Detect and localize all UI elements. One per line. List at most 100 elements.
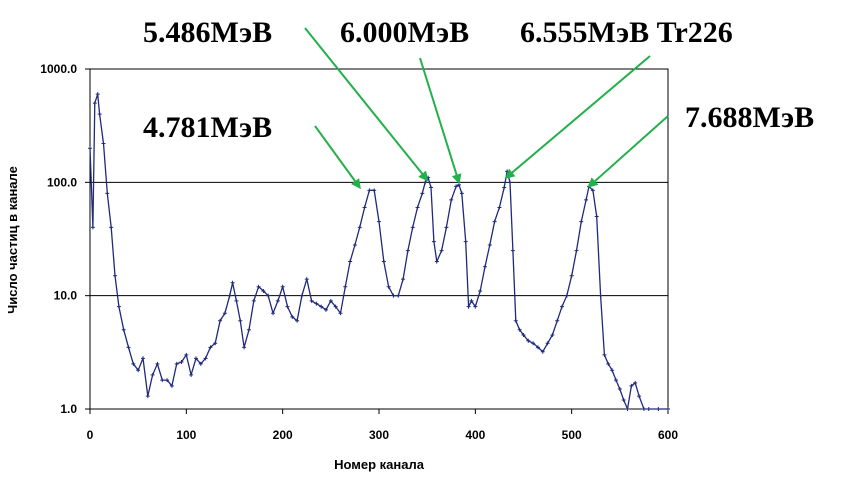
data-point [145,394,150,399]
data-point [405,248,410,253]
data-point [222,311,227,316]
data-point [637,394,642,399]
data-point [646,407,651,411]
y-tick-label: 10.0 [54,289,78,303]
data-point [105,191,110,196]
data-point [505,169,510,174]
data-point [540,349,545,354]
data-point [574,248,579,253]
data-point [434,259,439,264]
data-point [478,288,483,293]
data-point [594,214,599,219]
data-point [629,383,634,388]
data-point [319,304,324,309]
data-point [116,304,121,309]
data-point [131,361,136,366]
data-point [510,248,515,253]
data-point [449,197,454,202]
data-point [377,219,381,224]
x-tick-label: 500 [562,428,582,442]
data-point [95,92,100,97]
data-point [598,293,603,298]
data-point [466,304,471,309]
data-point [497,205,502,210]
data-point [333,304,338,309]
annotation-arrow [314,125,361,190]
data-point [304,277,309,282]
y-axis-title: Число частиц в канале [5,166,20,314]
annotation-label: 7.688МэВ [685,101,814,134]
y-tick-label: 100.0 [47,175,77,189]
data-point [261,288,266,293]
annotation-label: 6.555МэВ Tr226 [520,16,733,49]
data-point [246,327,251,332]
data-point [324,307,329,312]
x-axis-title: Номер канала [334,457,425,472]
data-point [109,225,114,230]
data-point [275,298,280,303]
data-point [606,361,611,366]
data-point [482,264,487,269]
annotation-label: 6.000МэВ [340,16,469,49]
data-point [367,188,372,193]
data-point [198,361,203,366]
data-point [439,248,444,253]
data-point [179,359,184,364]
annotation-arrow [587,115,669,188]
data-point [271,311,276,316]
data-point [372,188,377,193]
y-axis: 1.0 10.0 100.0 1000.0 [40,62,90,416]
data-point [140,356,145,361]
data-point [348,259,353,264]
data-point [386,284,391,289]
data-point [381,259,386,264]
annotation-arrow [304,27,429,182]
data-point [285,304,290,309]
data-point [101,141,106,146]
x-tick-label: 100 [176,428,196,442]
data-point [150,372,155,377]
data-point [420,191,425,196]
data-point [555,318,560,323]
data-point [584,197,589,202]
data-point [234,298,239,303]
data-point [155,361,160,366]
data-point [218,318,223,323]
data-point [641,407,646,411]
data-point [560,304,565,309]
data-point [610,368,615,373]
annotation-arrow [504,55,651,179]
data-point [602,352,607,357]
data-point [545,341,550,346]
data-point [290,314,295,319]
annotation-label: 4.781МэВ [143,111,272,144]
data-point [203,356,208,361]
data-point [238,318,243,323]
data-point [617,387,622,392]
data-point [431,239,436,244]
data-point [517,327,522,332]
data-point [113,273,118,278]
data-point [343,284,348,289]
data-point [531,341,536,346]
x-tick-label: 300 [369,428,389,442]
data-point [396,293,401,298]
data-point [362,205,367,210]
data-point [121,327,126,332]
x-tick-label: 400 [465,428,485,442]
series-group [88,92,670,412]
data-point [401,277,406,282]
data-point [92,101,97,106]
data-point [213,341,218,346]
x-tick-label: 0 [87,428,94,442]
data-point [160,378,165,383]
data-point [357,225,362,230]
gridlines [90,181,668,297]
x-tick-label: 600 [658,428,678,442]
data-point [184,352,189,357]
x-tick-label: 200 [273,428,293,442]
data-point [189,372,194,377]
data-point [280,284,285,289]
data-point [521,332,526,337]
